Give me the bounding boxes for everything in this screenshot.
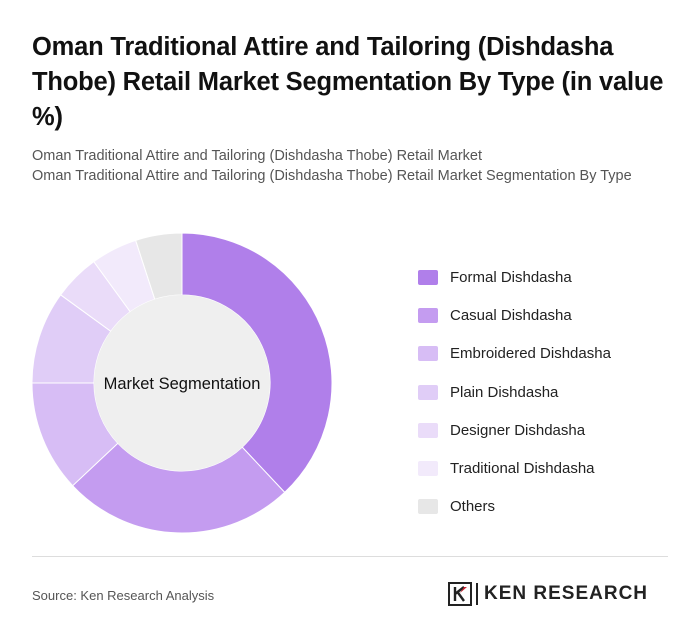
legend-swatch	[418, 499, 438, 515]
subtitle-line-2: Oman Traditional Attire and Tailoring (D…	[32, 168, 632, 184]
legend-swatch	[418, 346, 438, 362]
legend-label: Others	[450, 498, 496, 516]
chart-subtitle: Oman Traditional Attire and Tailoring (D…	[32, 146, 672, 186]
donut-slices	[31, 232, 333, 534]
legend-item: Formal Dishdasha	[418, 258, 688, 296]
legend-swatch	[418, 422, 438, 438]
legend-swatch	[418, 461, 438, 477]
legend-swatch	[418, 384, 438, 400]
legend-label: Designer Dishdasha	[450, 421, 586, 439]
legend-item: Plain Dishdasha	[418, 373, 688, 411]
logo-separator	[476, 583, 478, 605]
legend-label: Casual Dishdasha	[450, 306, 572, 324]
chart-title: Oman Traditional Attire and Tailoring (D…	[32, 33, 664, 131]
donut-hole	[94, 295, 270, 471]
brand-logo: KEN RESEARCH	[448, 582, 648, 606]
legend-label: Embroidered Dishdasha	[450, 345, 611, 363]
legend-swatch	[418, 307, 438, 323]
ken-research-logo-icon	[448, 582, 472, 606]
legend-item: Traditional Dishdasha	[418, 449, 688, 487]
source-note: Source: Ken Research Analysis	[32, 588, 215, 603]
donut-center-label: Market Segmentation	[104, 375, 261, 393]
legend-label: Plain Dishdasha	[450, 383, 559, 401]
legend-swatch	[418, 269, 438, 285]
legend-item: Others	[418, 488, 688, 526]
chart-legend: Formal Dishdasha Casual Dishdasha Embroide…	[418, 258, 688, 526]
legend-label: Formal Dishdasha	[450, 268, 572, 286]
subtitle-line-1: Oman Traditional Attire and Tailoring (D…	[32, 148, 482, 164]
legend-item: Casual Dishdasha	[418, 296, 688, 334]
brand-name: KEN RESEARCH	[484, 583, 649, 604]
footer-divider	[32, 556, 668, 557]
legend-item: Embroidered Dishdasha	[418, 335, 688, 373]
legend-label: Traditional Dishdasha	[450, 460, 595, 478]
legend-item: Designer Dishdasha	[418, 411, 688, 449]
